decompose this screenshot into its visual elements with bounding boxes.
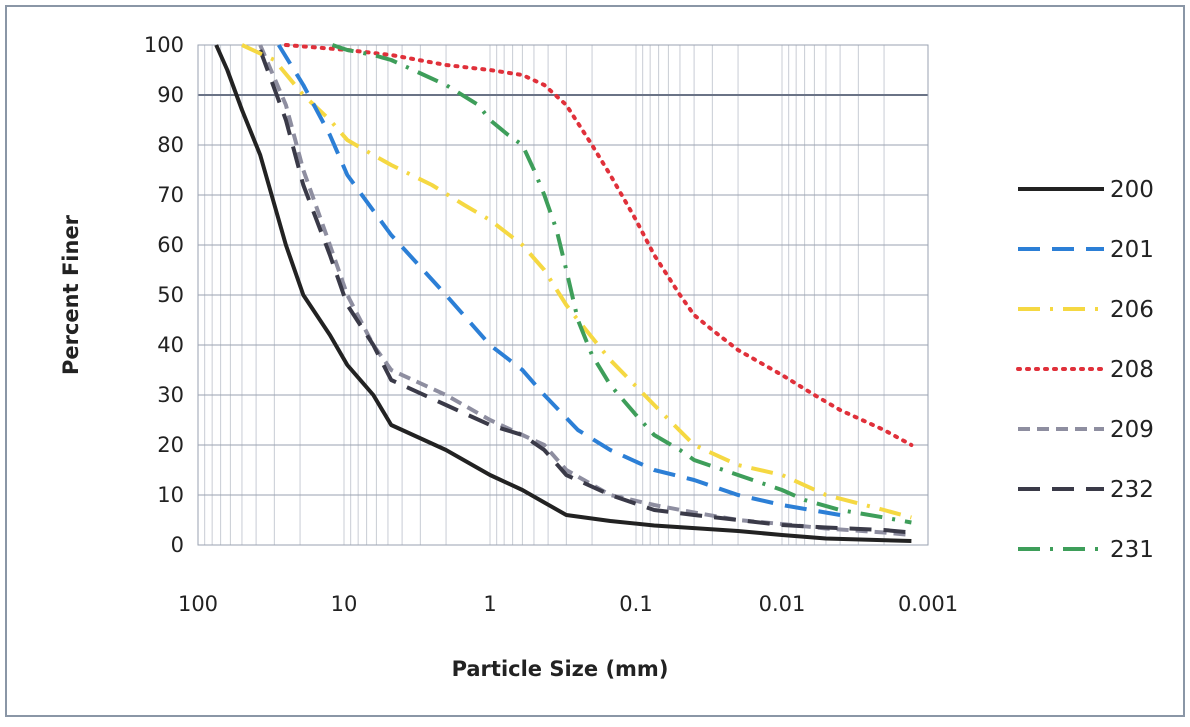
- grid: [197, 44, 929, 546]
- y-tick-label: 0: [171, 533, 184, 557]
- x-tick-label: 10: [331, 592, 358, 616]
- legend-label-206: 206: [1110, 297, 1154, 323]
- y-axis-title: Percent Finer: [59, 214, 83, 375]
- legend-label-200: 200: [1110, 177, 1154, 203]
- x-tick-label: 0.01: [759, 592, 806, 616]
- x-tick-label: 0.001: [898, 592, 958, 616]
- axes: 0 10 20 30 40 50 60 70 80 90 100 100 10 1 0.1 0.01 0.001: [144, 33, 958, 616]
- y-tick-label: 10: [157, 483, 184, 507]
- x-tick-label: 0.1: [619, 592, 652, 616]
- y-tick-label: 30: [157, 383, 184, 407]
- series-group: [214, 43, 914, 543]
- legend-label-201: 201: [1110, 237, 1154, 263]
- y-tick-label: 90: [157, 83, 184, 107]
- x-axis-title: Particle Size (mm): [452, 657, 669, 681]
- series-line-200: [214, 44, 912, 543]
- y-tick-label: 80: [157, 133, 184, 157]
- series-line-208: [283, 43, 914, 447]
- legend-label-232: 232: [1110, 477, 1154, 503]
- x-tick-label: 1: [483, 592, 496, 616]
- series-line-232: [258, 49, 912, 535]
- y-tick-label: 40: [157, 333, 184, 357]
- plot-frame: [197, 44, 929, 546]
- y-tick-label: 100: [144, 33, 184, 57]
- series-line-231: [331, 43, 912, 525]
- series-line-209: [258, 44, 912, 537]
- legend-label-231: 231: [1110, 537, 1154, 563]
- legend-label-208: 208: [1110, 357, 1154, 383]
- series-line-206: [241, 43, 912, 520]
- y-tick-label: 50: [157, 283, 184, 307]
- legend-label-209: 209: [1110, 417, 1154, 443]
- series-line-201: [276, 43, 841, 517]
- legend: 200 201 206 208 209 232 231: [1016, 177, 1154, 563]
- y-tick-label: 70: [157, 183, 184, 207]
- y-tick-label: 60: [157, 233, 184, 257]
- y-tick-label: 20: [157, 433, 184, 457]
- x-tick-label: 100: [178, 592, 218, 616]
